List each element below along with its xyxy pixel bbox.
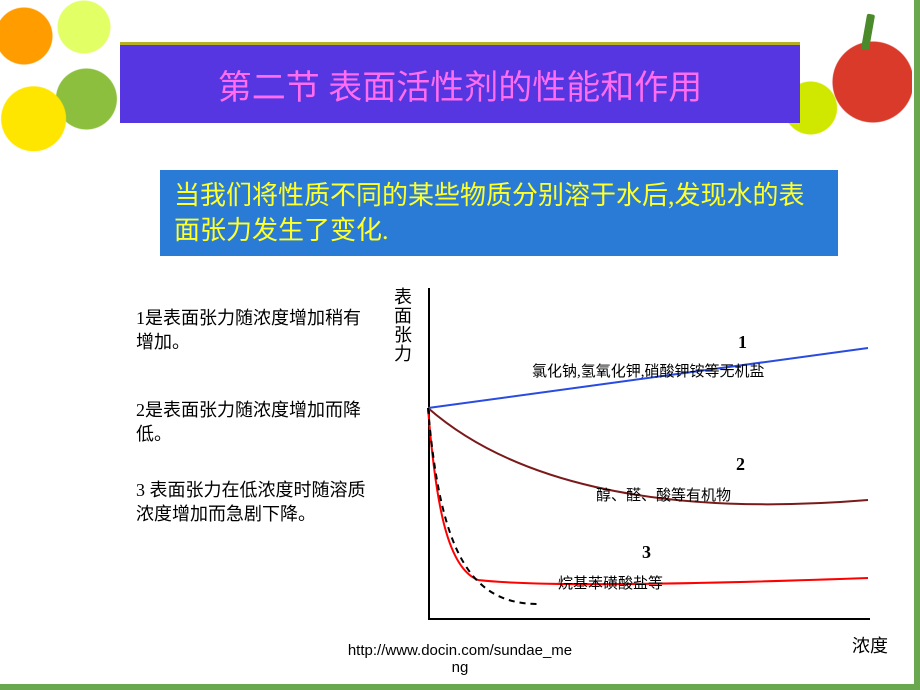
series-3-desc: 烷基苯磺酸盐等 <box>558 572 663 593</box>
slide-title-bar: 第二节 表面活性剂的性能和作用 <box>120 42 800 123</box>
slide-title: 第二节 表面活性剂的性能和作用 <box>218 60 703 109</box>
note-3: 3 表面张力在低浓度时随溶质浓度增加而急剧下降。 <box>136 478 366 527</box>
decoration-peppers-right <box>782 30 912 160</box>
series-1-desc: 氯化钠,氢氧化钾,硝酸钾铵等无机盐 <box>532 360 765 381</box>
series-2-label: 2 <box>736 454 745 475</box>
note-1: 1是表面张力随浓度增加稍有增加。 <box>136 306 366 355</box>
note-2: 2是表面张力随浓度增加而降低。 <box>136 398 366 447</box>
chart-lines <box>428 288 868 618</box>
y-axis-label: 表面张力 <box>394 288 412 364</box>
border-bottom <box>0 684 920 690</box>
series-2-desc: 醇、醛、酸等有机物 <box>596 484 731 505</box>
series-3-label: 3 <box>642 542 651 563</box>
surface-tension-chart: 表面张力 1 氯化钠,氢氧化钾,硝酸钾铵等无机盐 2 醇、醛、酸等有机物 3 烷… <box>418 288 888 638</box>
decoration-fruits-left <box>0 0 120 180</box>
footer-url: http://www.docin.com/sundae_meng <box>0 642 920 677</box>
border-right <box>914 0 920 690</box>
series-3-dash <box>428 408 538 604</box>
series-1-label: 1 <box>738 332 747 353</box>
intro-text: 当我们将性质不同的某些物质分别溶于水后,发现水的表面张力发生了变化. <box>160 170 838 256</box>
